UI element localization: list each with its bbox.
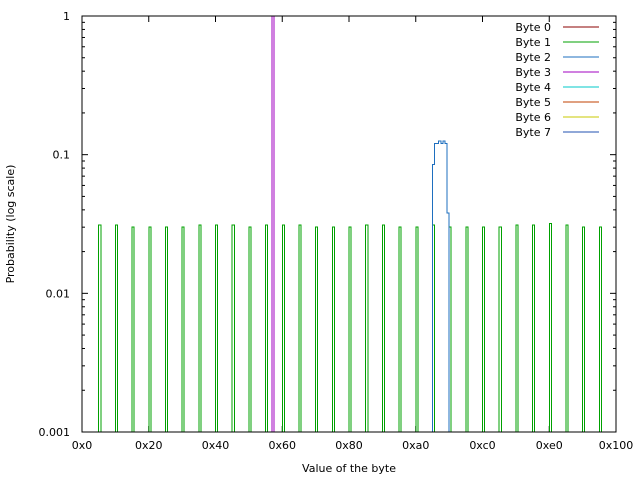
x-tick-label: 0x20 [135, 439, 163, 452]
legend-label: Byte 0 [515, 21, 551, 34]
y-tick-label: 0.001 [39, 426, 71, 439]
series-line [271, 15, 275, 432]
x-tick-label: 0x40 [202, 439, 230, 452]
legend-label: Byte 3 [515, 66, 551, 79]
x-tick-label: 0x0 [72, 439, 93, 452]
x-tick-label: 0x100 [599, 439, 634, 452]
legend-label: Byte 6 [515, 111, 551, 124]
x-tick-label: 0xc0 [469, 439, 495, 452]
x-tick-label: 0x80 [335, 439, 363, 452]
x-tick-label: 0x60 [268, 439, 296, 452]
legend-label: Byte 1 [515, 36, 551, 49]
legend-label: Byte 7 [515, 126, 551, 139]
x-tick-label: 0xa0 [402, 439, 429, 452]
x-tick-label: 0xe0 [536, 439, 563, 452]
y-tick-label: 0.01 [46, 287, 71, 300]
plot-traces [98, 15, 602, 432]
x-axis-label: Value of the byte [302, 462, 396, 475]
plot-frame [81, 15, 617, 433]
y-tick-label: 1 [63, 10, 70, 23]
y-tick-label: 0.1 [53, 149, 71, 162]
legend: Byte 0 Byte 1 Byte 2 Byte 3 Byte 4 Byte 5 Byte… [515, 21, 599, 139]
legend-label: Byte 2 [515, 51, 551, 64]
legend-label: Byte 4 [515, 81, 551, 94]
series-line [431, 140, 450, 432]
series-line [98, 222, 602, 432]
y-axis-label: Probability (log scale) [4, 165, 17, 284]
legend-label: Byte 5 [515, 96, 551, 109]
